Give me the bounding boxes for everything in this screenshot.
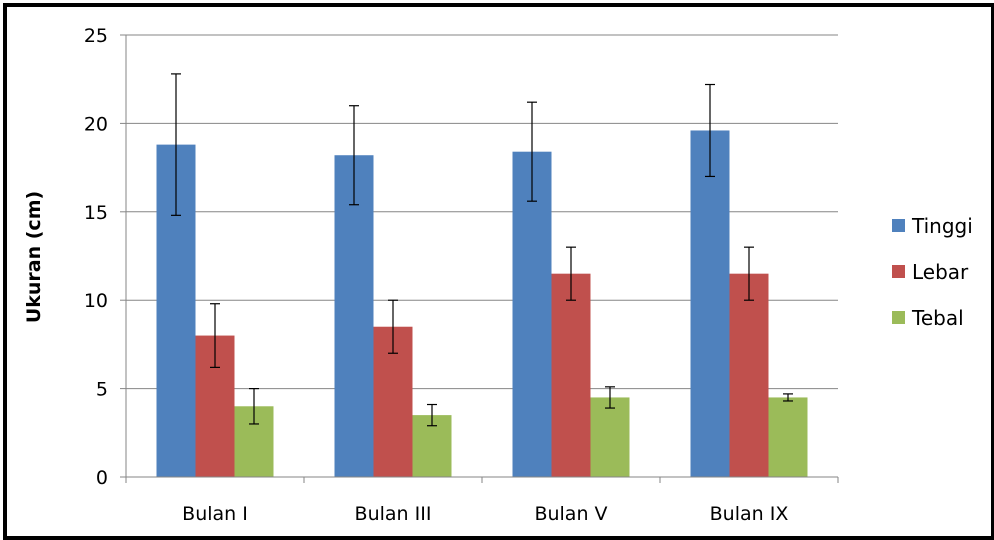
- legend-label-tinggi: Tinggi: [911, 214, 973, 238]
- legend-label-lebar: Lebar: [912, 260, 969, 284]
- legend-swatch-tinggi: [892, 219, 905, 232]
- legend: Tinggi Lebar Tebal: [892, 214, 973, 330]
- bar-tebal: [768, 397, 808, 477]
- bar-tinggi: [690, 130, 730, 478]
- x-tick-label: Bulan III: [355, 503, 432, 525]
- legend-swatch-tebal: [892, 311, 905, 324]
- legend-label-tebal: Tebal: [911, 306, 964, 330]
- bar-lebar: [729, 273, 769, 477]
- bar-tinggi: [334, 155, 374, 477]
- bars: [156, 130, 808, 478]
- x-tick-label: Bulan I: [182, 503, 248, 525]
- y-tick-label: 0: [96, 467, 108, 489]
- x-tick-label: Bulan IX: [710, 503, 789, 525]
- y-tick-label: 15: [84, 202, 108, 224]
- legend-swatch-lebar: [892, 265, 905, 278]
- y-tick-label: 20: [84, 113, 108, 135]
- x-tick-label: Bulan V: [534, 503, 607, 525]
- y-tick-label: 10: [84, 290, 108, 312]
- bar-tinggi: [512, 151, 552, 478]
- bar-lebar: [551, 273, 591, 477]
- y-axis-label: Ukuran (cm): [23, 191, 45, 323]
- error-bars: [171, 73, 793, 427]
- y-tick-label: 25: [84, 25, 108, 47]
- y-tick-label: 5: [96, 379, 108, 401]
- axes: 0 5 10 15 20 25 Bulan I Bulan III Bulan V Bulan I…: [84, 25, 839, 525]
- bar-tebal: [590, 397, 630, 477]
